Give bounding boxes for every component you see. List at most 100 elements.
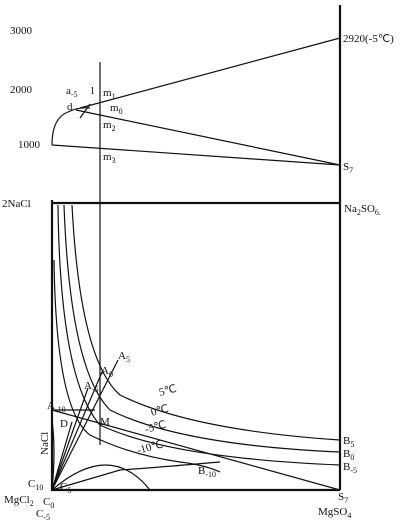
label-part: 0 — [109, 370, 113, 379]
label-part: 7 — [349, 166, 353, 175]
left-bottom-edge — [50, 200, 340, 492]
label-part: SO — [361, 203, 375, 215]
label-part: 5℃ — [158, 383, 178, 399]
c-d — [51, 421, 73, 491]
label: C10 — [28, 478, 43, 492]
label: S7 — [343, 161, 353, 175]
axis-label: 1000 — [18, 139, 41, 151]
label-part: 5 — [350, 440, 354, 449]
isotherm-5 — [71, 204, 341, 441]
label-part: m — [103, 119, 112, 131]
label-part: NaCl — [39, 432, 51, 455]
label-part: MgSO — [318, 506, 347, 518]
label-part: -10 — [55, 405, 66, 414]
label: 2NaCl — [2, 198, 31, 210]
label: C5 — [60, 481, 71, 495]
label: S7 — [338, 491, 348, 505]
label-part: 0 — [50, 501, 54, 510]
label-part: -5 — [350, 466, 357, 475]
label-part: MgCl — [4, 494, 30, 506]
label-part: -5 — [71, 90, 78, 99]
c-left — [51, 419, 55, 491]
label-part: D — [60, 418, 68, 430]
label-part: m — [110, 102, 119, 114]
label-part: l — [91, 85, 94, 97]
line-to-2920 — [79, 37, 341, 109]
label-part: S — [338, 491, 344, 503]
labels: 3000 2000 1000 2NaCl Na2SO6. 2920(-5℃) S… — [2, 25, 394, 522]
na-line — [51, 409, 341, 491]
label-part: C — [36, 508, 43, 520]
diagram-lines — [50, 5, 342, 492]
label-part: 0℃ — [150, 403, 170, 419]
isotherm-m10 — [53, 259, 221, 473]
base-line — [51, 144, 341, 166]
c-a5 — [51, 359, 119, 491]
isotherm-0 — [63, 204, 341, 453]
c-am5 — [51, 387, 89, 491]
label-part: B — [343, 461, 350, 473]
label: A5 — [118, 350, 130, 364]
label: A-5 — [84, 380, 99, 394]
label-part: 2 — [357, 208, 361, 217]
axis-label: 3000 — [10, 25, 33, 37]
label: C-5 — [36, 508, 50, 522]
label-part: 2 — [112, 124, 116, 133]
label-part: 3 — [112, 156, 116, 165]
c-b10 — [51, 461, 221, 491]
c-arc — [51, 464, 151, 491]
label-part: M — [100, 416, 110, 428]
label-part: 5 — [67, 486, 71, 495]
label-part: B — [343, 435, 350, 447]
label-part: d — [67, 101, 73, 113]
tie-line — [79, 103, 91, 119]
label: A-10 — [47, 400, 66, 414]
label-part: S — [343, 161, 349, 173]
label-part: A — [47, 400, 55, 412]
isotherm-m5 — [57, 204, 341, 466]
label-part: 5 — [126, 355, 130, 364]
label-part: 10 — [35, 483, 43, 492]
label-part: a — [66, 85, 71, 97]
label-part: A — [84, 380, 92, 392]
label: A0 — [101, 365, 113, 379]
label-part: 2920(-5℃) — [343, 33, 394, 45]
label-part: C — [60, 481, 67, 493]
axis-label: 2000 — [10, 84, 33, 96]
label-part: -5℃ — [144, 419, 168, 436]
label-part: 1 — [112, 92, 116, 101]
label-part: -10 — [205, 470, 216, 479]
label-part: 6. — [375, 208, 381, 217]
label: a-5 — [66, 85, 78, 99]
label-part: C — [28, 478, 35, 490]
label: 0℃ — [150, 403, 170, 419]
label: m0 — [110, 102, 123, 116]
label: m3 — [103, 151, 116, 165]
label-part: m — [103, 151, 112, 163]
label-part: B — [343, 448, 350, 460]
label: B5 — [343, 435, 354, 449]
label-part: 2 — [30, 499, 34, 508]
label-part: C — [43, 496, 50, 508]
label-part: -5 — [43, 513, 50, 522]
label-part: A — [101, 365, 109, 377]
label: m1 — [103, 87, 116, 101]
label-part: 7 — [344, 496, 348, 505]
label-part: 2NaCl — [2, 198, 31, 210]
label: 5℃ — [158, 383, 178, 399]
label: C0 — [43, 496, 54, 510]
label: MgCl2 — [4, 494, 34, 508]
label: NaCl — [39, 432, 51, 455]
label-part: m — [103, 87, 112, 99]
label: l — [91, 85, 94, 97]
label: M — [100, 416, 110, 428]
label-part: B — [198, 465, 205, 477]
label-part: 0 — [350, 453, 354, 462]
label: -5℃ — [144, 419, 168, 436]
c-a0 — [51, 371, 103, 491]
label: MgSO4 — [318, 506, 351, 520]
label-part: -5 — [92, 385, 99, 394]
label: B-5 — [343, 461, 357, 475]
label: d — [67, 101, 73, 113]
label-part: 4 — [347, 511, 351, 520]
